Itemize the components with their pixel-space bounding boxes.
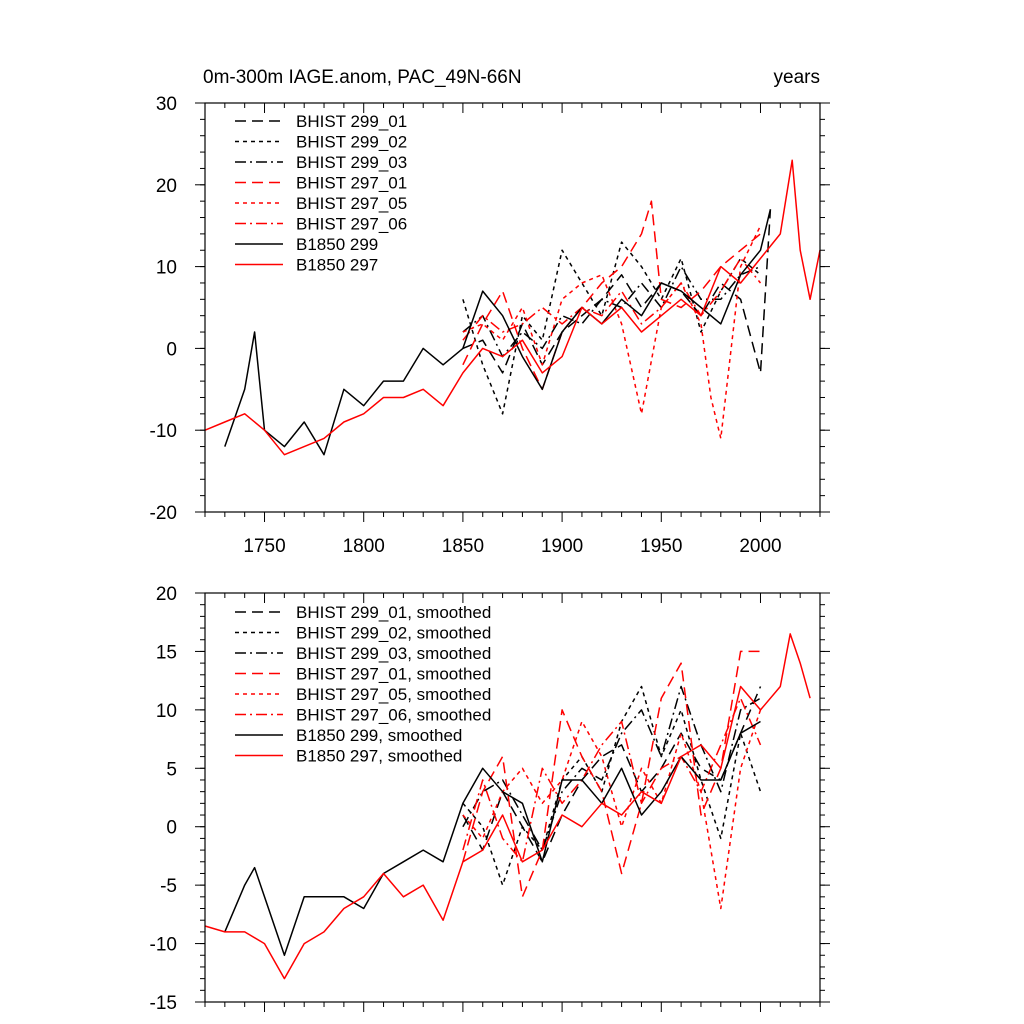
y-tick-label: -20 xyxy=(150,503,177,524)
series-line-bhist-299-03 xyxy=(462,265,761,358)
y-tick-label: 0 xyxy=(166,339,177,360)
top-panel-units: years xyxy=(774,67,820,88)
legend-label: B1850 297, smoothed xyxy=(296,747,462,766)
y-tick-label: 20 xyxy=(156,176,177,197)
series-line-b1850-299 xyxy=(224,209,772,456)
legend-label: BHIST 297_06, smoothed xyxy=(296,706,491,725)
bottom-panel-frame xyxy=(204,592,821,1003)
legend-label: BHIST 297_05, smoothed xyxy=(296,685,491,704)
series-line-bhist-297-05 xyxy=(462,225,762,440)
x-tick-label: 1800 xyxy=(343,536,385,557)
legend-label: BHIST 299_01 xyxy=(296,112,407,131)
series-line-bhist-299-02 xyxy=(462,241,761,415)
bottom-panel-series xyxy=(204,633,811,980)
y-tick-label: 0 xyxy=(166,818,177,839)
bottom-panel-legend: BHIST 299_01, smoothed BHIST 299_02, smoo… xyxy=(235,603,491,766)
x-tick-label: 1850 xyxy=(442,536,484,557)
series-line-bhist-299-02-smoothed xyxy=(462,685,762,886)
series-line-bhist-299-01-smoothed xyxy=(462,686,762,863)
legend-label: B1850 299 xyxy=(296,235,378,254)
top-panel-title: 0m-300m IAGE.anom, PAC_49N-66N xyxy=(203,67,522,88)
legend-label: BHIST 297_06 xyxy=(296,215,407,234)
legend-label: B1850 297 xyxy=(296,256,378,275)
series-line-bhist-297-01-smoothed xyxy=(462,650,761,898)
legend-label: BHIST 297_05 xyxy=(296,194,407,213)
top-panel-frame xyxy=(204,102,821,513)
x-tick-label: 1900 xyxy=(541,536,583,557)
series-line-bhist-297-05-smoothed xyxy=(462,709,762,910)
y-tick-label: -10 xyxy=(150,935,177,956)
series-line-b1850-299-smoothed xyxy=(224,720,761,957)
legend-label: BHIST 299_01, smoothed xyxy=(296,603,491,622)
y-tick-label: -10 xyxy=(150,421,177,442)
top-panel-ticks: 1750 1800 1850 1900 1950 2000 -20 -10 0 10 20 30 xyxy=(150,94,830,557)
y-tick-label: 30 xyxy=(156,94,177,115)
top-panel-series xyxy=(204,159,821,456)
series-line-b1850-297 xyxy=(204,159,821,456)
y-tick-label: -15 xyxy=(150,993,177,1014)
series-line-bhist-297-06 xyxy=(462,257,762,341)
top-panel: 0m-300m IAGE.anom, PAC_49N-66N years 175… xyxy=(150,67,830,557)
legend-label: B1850 299, smoothed xyxy=(296,726,462,745)
series-line-bhist-297-01 xyxy=(462,200,761,391)
x-tick-label: 1750 xyxy=(243,536,285,557)
bottom-panel-ticks: -15 -10 -5 0 5 10 15 20 xyxy=(150,584,830,1014)
legend-label: BHIST 299_02, smoothed xyxy=(296,624,491,643)
y-tick-label: 10 xyxy=(156,701,177,722)
y-tick-label: 15 xyxy=(156,642,177,663)
legend-label: BHIST 299_03, smoothed xyxy=(296,644,491,663)
legend-label: BHIST 297_01 xyxy=(296,174,407,193)
y-tick-label: 5 xyxy=(166,759,177,780)
x-tick-label: 1950 xyxy=(640,536,682,557)
series-line-b1850-297-smoothed xyxy=(204,633,811,980)
y-tick-label: 20 xyxy=(156,584,177,605)
legend-label: BHIST 299_03 xyxy=(296,153,407,172)
y-tick-label: 10 xyxy=(156,258,177,279)
series-line-bhist-297-06-smoothed xyxy=(462,697,762,863)
legend-label: BHIST 297_01, smoothed xyxy=(296,665,491,684)
x-tick-label: 2000 xyxy=(739,536,781,557)
y-tick-label: -5 xyxy=(160,876,177,897)
series-line-bhist-299-01 xyxy=(462,209,772,374)
legend-label: BHIST 299_02 xyxy=(296,133,407,152)
